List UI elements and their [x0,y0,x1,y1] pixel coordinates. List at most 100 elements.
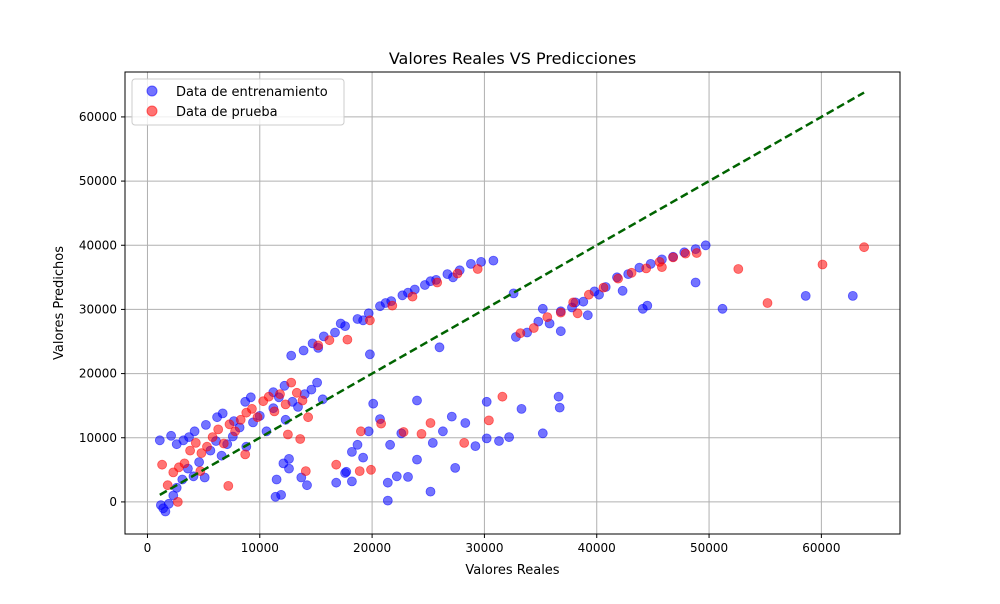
grid [125,72,900,534]
test-point [483,415,494,426]
train-point [312,377,323,388]
test-point [598,282,609,293]
train-point [617,285,628,296]
train-point [331,477,342,488]
train-point [200,419,211,430]
test-point [366,464,376,475]
test-point [291,387,302,398]
axis-ticks: 0 10000 20000 30000 40000 50000 60000 0 10000 200… [79,110,841,555]
train-point [302,480,312,491]
train-point [189,426,200,437]
y-tick-label: 20000 [79,367,117,381]
train-point [446,411,457,422]
test-point [303,412,314,423]
train-point [194,457,205,468]
test-point [432,277,443,288]
train-point [163,498,174,509]
train-point [847,290,858,301]
train-point [481,396,492,407]
test-point [331,459,342,470]
y-tick-label: 0 [109,495,117,509]
train-point [346,476,357,487]
train-point [335,318,346,329]
test-point [185,445,196,456]
train-point [481,433,492,444]
train-point [217,408,228,419]
test-point [263,391,274,402]
test-point [568,297,579,308]
x-tick-label: 20000 [353,541,391,555]
test-point [425,418,436,428]
chart-title: Valores Reales VS Predicciones [389,49,636,68]
x-tick-label: 10000 [241,541,279,555]
train-point [690,277,701,288]
train-point [470,441,481,452]
test-point [354,466,365,477]
train-point [364,349,375,360]
y-tick-label: 50000 [79,174,117,188]
train-point [700,240,711,251]
test-point [342,334,353,345]
test-point [555,307,566,318]
train-point [460,418,471,428]
test-point [213,424,224,435]
test-point [657,262,667,273]
test-point [246,403,257,414]
train-point [555,326,566,337]
test-point [207,432,218,443]
test-point [859,242,869,253]
test-point [817,259,828,270]
legend-marker-train [146,85,158,97]
x-tick-label: 0 [144,541,152,555]
test-point [224,419,235,430]
test-point [691,248,702,258]
train-point [554,402,565,413]
test-point [240,449,251,460]
train-point [465,258,476,269]
test-point [407,291,418,302]
test-point [172,496,183,507]
x-tick-label: 30000 [465,541,503,555]
train-point [391,471,402,482]
test-point [162,480,173,491]
test-point [297,395,308,406]
train-point [494,436,504,446]
train-point [368,398,379,409]
train-point [582,310,593,321]
train-point [412,454,422,465]
train-point [800,290,811,301]
test-point [668,252,678,263]
test-point [202,441,212,452]
test-point [641,263,652,274]
test-point [196,448,207,459]
test-point [762,298,773,308]
train-point [450,462,461,473]
test-point [223,480,234,491]
train-point [358,452,369,463]
test-point [364,315,375,326]
train-point [245,392,256,403]
y-tick-label: 10000 [79,431,117,445]
legend-label-train: Data de entrenamiento [176,85,328,100]
test-point [528,323,539,333]
test-point [472,264,483,274]
series-test [157,242,869,507]
train-point [385,439,396,450]
test-point [252,412,263,423]
test-point [584,289,594,300]
plot-area-frame [124,71,901,535]
train-point [346,446,357,457]
train-point [276,489,287,500]
test-point [230,426,241,437]
train-point [306,384,317,395]
x-tick-label: 50000 [690,541,728,555]
test-point [295,434,306,444]
legend: Data de entrenamiento Data de prueba [131,78,345,126]
test-point [626,267,637,278]
train-point [271,474,282,485]
test-point [398,427,409,437]
train-point [516,403,527,414]
train-point [284,453,294,464]
